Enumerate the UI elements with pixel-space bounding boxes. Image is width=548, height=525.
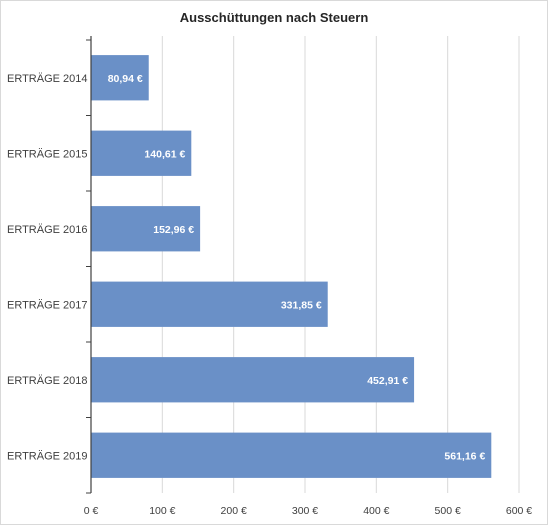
data-label: 80,94 € bbox=[108, 73, 143, 85]
bar bbox=[91, 55, 149, 101]
bar bbox=[91, 281, 328, 327]
data-label: 152,96 € bbox=[153, 224, 194, 236]
bars: 80,94 € 140,61 € 152,96 € 331,85 € 452,91 € 5… bbox=[91, 55, 492, 478]
category-label: ERTRÄGE 2014 bbox=[7, 73, 88, 85]
x-tick-label: 0 € bbox=[84, 505, 99, 517]
x-tick-label: 600 € bbox=[506, 505, 532, 517]
data-label: 561,16 € bbox=[444, 450, 485, 462]
category-label: ERTRÄGE 2019 bbox=[7, 450, 88, 462]
category-label: ERTRÄGE 2016 bbox=[7, 224, 88, 236]
category-label: ERTRÄGE 2018 bbox=[7, 375, 88, 387]
x-tick-label: 300 € bbox=[292, 505, 318, 517]
x-tick-label: 100 € bbox=[149, 505, 175, 517]
data-label: 140,61 € bbox=[144, 148, 185, 160]
data-label: 452,91 € bbox=[367, 375, 408, 387]
x-tick-label: 500 € bbox=[435, 505, 461, 517]
axes: 0 € 100 € 200 € 300 € 400 € 500 € 600 € ERTRÄGE… bbox=[7, 36, 532, 517]
bar bbox=[91, 206, 201, 252]
x-tick-label: 200 € bbox=[221, 505, 247, 517]
category-label: ERTRÄGE 2015 bbox=[7, 148, 88, 160]
data-label: 331,85 € bbox=[281, 299, 322, 311]
bar bbox=[91, 432, 492, 478]
bar bbox=[91, 130, 192, 176]
gridlines bbox=[161, 36, 520, 493]
category-label: ERTRÄGE 2017 bbox=[7, 299, 88, 311]
bar bbox=[91, 357, 415, 403]
chart-title: Ausschüttungen nach Steuern bbox=[179, 10, 369, 25]
x-tick-label: 400 € bbox=[363, 505, 389, 517]
